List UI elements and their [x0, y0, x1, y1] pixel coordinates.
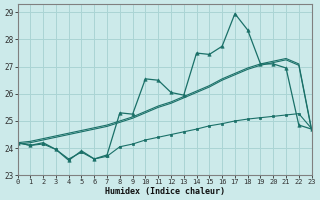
X-axis label: Humidex (Indice chaleur): Humidex (Indice chaleur)	[105, 187, 225, 196]
